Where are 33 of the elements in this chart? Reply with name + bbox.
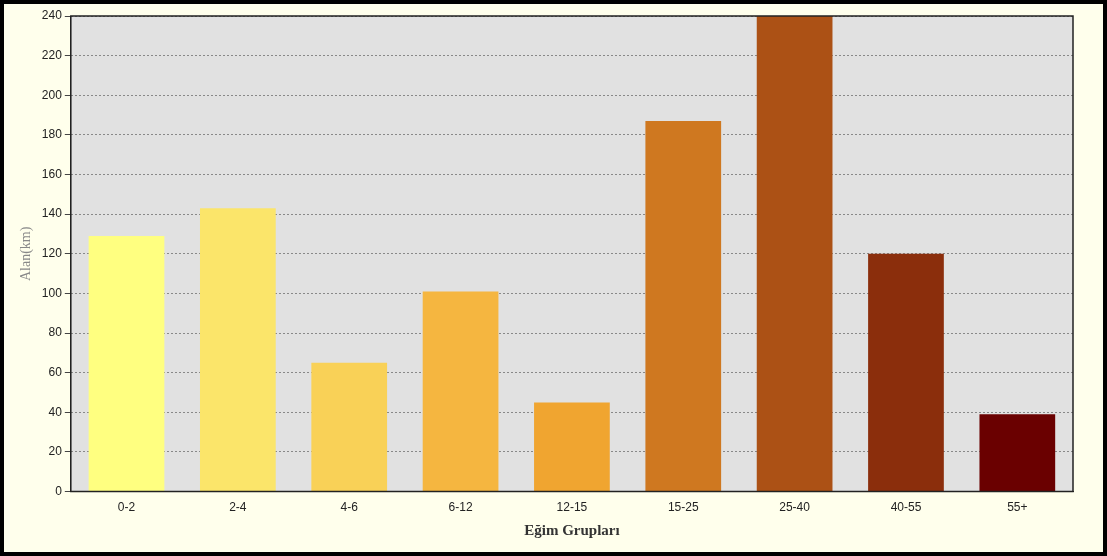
bar [88, 235, 165, 492]
bar [645, 121, 722, 492]
x-tick-label: 6-12 [448, 500, 473, 515]
y-tick-label: 220 [41, 47, 63, 62]
x-tick-label: 55+ [1007, 500, 1028, 515]
y-tick-label: 240 [41, 8, 63, 23]
y-tick-label: 140 [41, 206, 63, 221]
x-tick-label: 0-2 [117, 500, 136, 515]
y-axis-title: Alan(km) [18, 226, 35, 282]
y-tick-label: 160 [41, 166, 63, 181]
y-tick-label: 120 [41, 246, 63, 261]
bar [422, 291, 499, 492]
x-tick-label: 25-40 [779, 500, 811, 515]
y-tick-label: 0 [55, 483, 63, 498]
y-tick-label: 20 [48, 444, 63, 459]
y-tick-label: 80 [48, 325, 63, 340]
bar [868, 253, 944, 492]
bar [534, 402, 610, 492]
y-tick-label: 60 [48, 365, 63, 380]
bar [311, 362, 388, 492]
bar [979, 414, 1056, 492]
y-tick-label: 40 [48, 404, 63, 419]
x-tick-label: 2-4 [229, 500, 247, 515]
y-tick-label: 200 [41, 87, 63, 102]
x-axis-title: Eğim Grupları [524, 521, 620, 538]
y-tick-label: 180 [41, 127, 63, 142]
x-tick-label: 4-6 [340, 500, 359, 515]
x-tick-label: 40-55 [890, 500, 922, 515]
x-tick-label: 12-15 [556, 500, 588, 515]
bar [199, 208, 276, 492]
bar [756, 16, 833, 492]
x-tick-label: 15-25 [667, 500, 699, 515]
y-tick-label: 100 [41, 285, 63, 300]
